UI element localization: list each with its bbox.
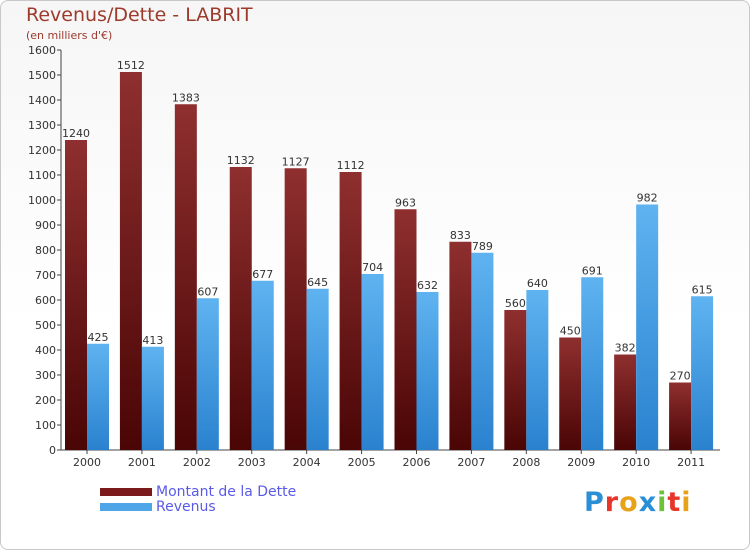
legend-label-revenus: Revenus <box>156 499 216 515</box>
y-tick-label: 1100 <box>28 169 56 182</box>
data-label-revenus: 982 <box>637 192 658 205</box>
y-tick-label: 100 <box>35 419 56 432</box>
data-label-dette: 270 <box>670 370 691 383</box>
y-tick-label: 1400 <box>28 94 56 107</box>
bar-revenus <box>306 288 329 450</box>
y-tick-label: 500 <box>35 319 56 332</box>
data-label-revenus: 645 <box>307 276 328 289</box>
y-tick-label: 900 <box>35 219 56 232</box>
logo-letter: t <box>667 487 682 518</box>
bar-dette <box>669 382 692 450</box>
chart-subtitle: (en milliers d'€) <box>26 29 113 42</box>
bar-revenus <box>636 204 659 450</box>
bar-dette <box>65 140 87 450</box>
x-tick-label: 2006 <box>403 456 431 469</box>
bar-dette <box>119 72 142 450</box>
data-label-dette: 450 <box>560 325 581 338</box>
legend-swatch-revenus <box>100 503 152 511</box>
data-label-dette: 1240 <box>62 127 90 140</box>
logo-letter: P <box>584 487 605 518</box>
bar-revenus <box>196 298 219 450</box>
bar-revenus <box>471 252 494 450</box>
bar-revenus <box>87 343 109 450</box>
y-tick-label: 200 <box>35 394 56 407</box>
y-tick-label: 400 <box>35 344 56 357</box>
data-label-dette: 1132 <box>227 154 255 167</box>
bar-revenus <box>251 280 274 450</box>
y-tick-label: 0 <box>49 444 56 457</box>
chart-title: Revenus/Dette - LABRIT <box>26 4 253 26</box>
y-tick-label: 800 <box>35 244 56 257</box>
data-label-dette: 1127 <box>282 155 310 168</box>
data-label-dette: 1512 <box>117 59 145 72</box>
legend-label-dette: Montant de la Dette <box>156 484 297 500</box>
bar-dette <box>449 241 472 450</box>
y-tick-label: 700 <box>35 269 56 282</box>
bar-dette <box>174 104 197 450</box>
bar-revenus <box>361 274 384 450</box>
bar-revenus <box>581 277 604 450</box>
data-label-revenus: 632 <box>417 279 438 292</box>
logo-letter: i <box>657 487 668 518</box>
y-tick-label: 1000 <box>28 194 56 207</box>
proxiti-logo[interactable]: Proxiti <box>584 487 692 518</box>
data-label-revenus: 640 <box>527 277 548 290</box>
bar-revenus <box>141 346 164 450</box>
data-label-dette: 963 <box>395 196 416 209</box>
bar-revenus <box>526 290 549 450</box>
data-label-dette: 560 <box>505 297 526 310</box>
bar-revenus <box>416 292 439 450</box>
y-tick-label: 1500 <box>28 69 56 82</box>
data-label-revenus: 677 <box>252 268 273 281</box>
logo-letter: x <box>638 487 658 518</box>
x-tick-label: 2010 <box>622 456 650 469</box>
bar-dette <box>559 337 582 450</box>
bar-dette <box>284 168 307 450</box>
legend-item-revenus[interactable]: Revenus <box>100 500 296 515</box>
y-tick-label: 1600 <box>28 44 56 57</box>
data-label-dette: 382 <box>615 342 636 355</box>
x-tick-label: 2009 <box>567 456 595 469</box>
data-label-revenus: 704 <box>362 261 383 274</box>
bar-dette <box>614 354 637 450</box>
data-label-revenus: 607 <box>197 285 218 298</box>
legend-item-dette[interactable]: Montant de la Dette <box>100 485 296 500</box>
x-tick-label: 2008 <box>512 456 540 469</box>
bar-dette <box>504 310 527 450</box>
x-tick-label: 2000 <box>73 456 101 469</box>
bar-dette <box>339 172 362 450</box>
x-tick-label: 2011 <box>677 456 705 469</box>
logo-letter: r <box>604 487 620 518</box>
x-tick-label: 2004 <box>293 456 321 469</box>
y-tick-label: 300 <box>35 369 56 382</box>
legend: Montant de la Dette Revenus <box>100 485 296 515</box>
y-tick-label: 600 <box>35 294 56 307</box>
y-tick-label: 1300 <box>28 119 56 132</box>
data-label-revenus: 615 <box>692 283 713 296</box>
x-tick-label: 2003 <box>238 456 266 469</box>
data-label-dette: 833 <box>450 229 471 242</box>
data-label-revenus: 425 <box>88 331 109 344</box>
y-tick-label: 1200 <box>28 144 56 157</box>
bar-dette <box>229 167 252 450</box>
data-label-revenus: 789 <box>472 240 493 253</box>
x-tick-label: 2007 <box>457 456 485 469</box>
x-tick-label: 2005 <box>348 456 376 469</box>
bar-dette <box>394 209 417 450</box>
data-label-revenus: 413 <box>142 334 163 347</box>
x-tick-label: 2001 <box>128 456 156 469</box>
data-label-revenus: 691 <box>582 264 603 277</box>
x-tick-label: 2002 <box>183 456 211 469</box>
data-label-dette: 1112 <box>337 159 365 172</box>
data-label-dette: 1383 <box>172 91 200 104</box>
bar-revenus <box>691 296 714 450</box>
logo-letter: i <box>681 487 692 518</box>
logo-letter: o <box>619 487 639 518</box>
legend-swatch-dette <box>100 488 152 496</box>
